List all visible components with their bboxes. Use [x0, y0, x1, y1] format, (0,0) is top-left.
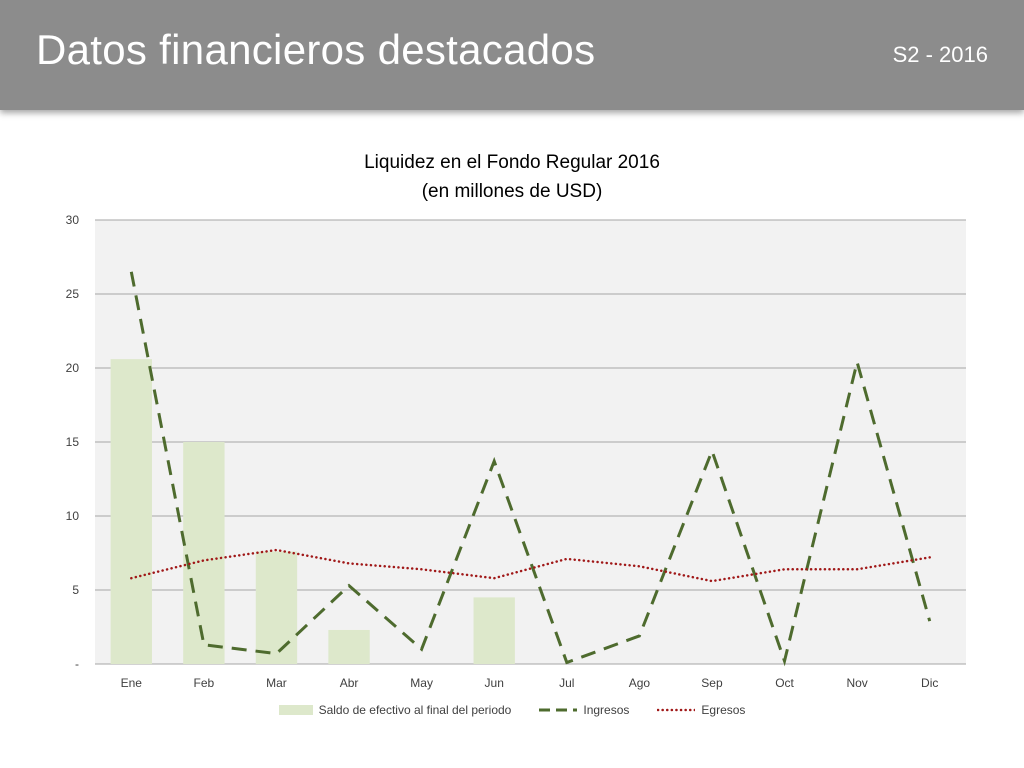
legend-dashed-swatch — [539, 708, 578, 712]
legend-label-saldo: Saldo de efectivo al final del periodo — [318, 703, 512, 717]
x-tick-label: Oct — [775, 676, 794, 690]
y-tick-label: 30 — [66, 213, 80, 227]
bar — [183, 442, 225, 664]
legend-item-saldo: Saldo de efectivo al final del periodo — [278, 703, 512, 717]
bar — [110, 359, 152, 664]
y-tick-label: - — [75, 657, 79, 671]
x-tick-label: Mar — [266, 676, 287, 690]
x-tick-label: Ene — [121, 676, 143, 690]
legend-label-ingresos: Ingresos — [583, 703, 630, 717]
x-tick-label: Nov — [846, 676, 867, 690]
period-label: S2 - 2016 — [892, 42, 988, 67]
bar — [255, 551, 298, 664]
legend-bar-swatch-rect — [278, 705, 313, 715]
x-tick-label: Feb — [194, 676, 215, 690]
x-tick-label: Abr — [340, 676, 359, 690]
x-tick-label: Sep — [701, 676, 723, 690]
x-tick-label: Jul — [559, 676, 574, 690]
header-bar: Datos financieros destacados S2 - 2016 — [0, 0, 1024, 110]
chart-title: Liquidez en el Fondo Regular 2016 (en mi… — [0, 148, 1024, 206]
page-title: Datos financieros destacados — [36, 26, 596, 73]
chart-title-line1: Liquidez en el Fondo Regular 2016 — [364, 152, 660, 173]
bar — [328, 629, 370, 664]
y-tick-label: 15 — [66, 435, 80, 449]
chart-legend: Saldo de efectivo al final del periodo I… — [0, 703, 1024, 717]
x-tick-label: Ago — [629, 676, 651, 690]
chart-title-line2: (en millones de USD) — [421, 181, 603, 202]
legend-item-egresos: Egresos — [657, 703, 745, 717]
x-tick-label: Jun — [485, 676, 504, 690]
legend-label-egresos: Egresos — [701, 703, 746, 717]
y-tick-label: 25 — [66, 287, 80, 301]
bar — [473, 597, 515, 664]
y-tick-label: 5 — [72, 583, 79, 597]
y-tick-label: 10 — [66, 509, 80, 523]
series-line-ingresos — [129, 271, 932, 667]
legend-bar-swatch — [278, 705, 313, 715]
y-tick-label: 20 — [66, 361, 80, 375]
x-tick-label: Dic — [921, 676, 938, 690]
legend-item-ingresos: Ingresos — [539, 703, 629, 717]
x-tick-label: May — [410, 676, 433, 690]
series-line-egresos — [130, 548, 931, 583]
legend-dotted-swatch — [657, 708, 696, 712]
